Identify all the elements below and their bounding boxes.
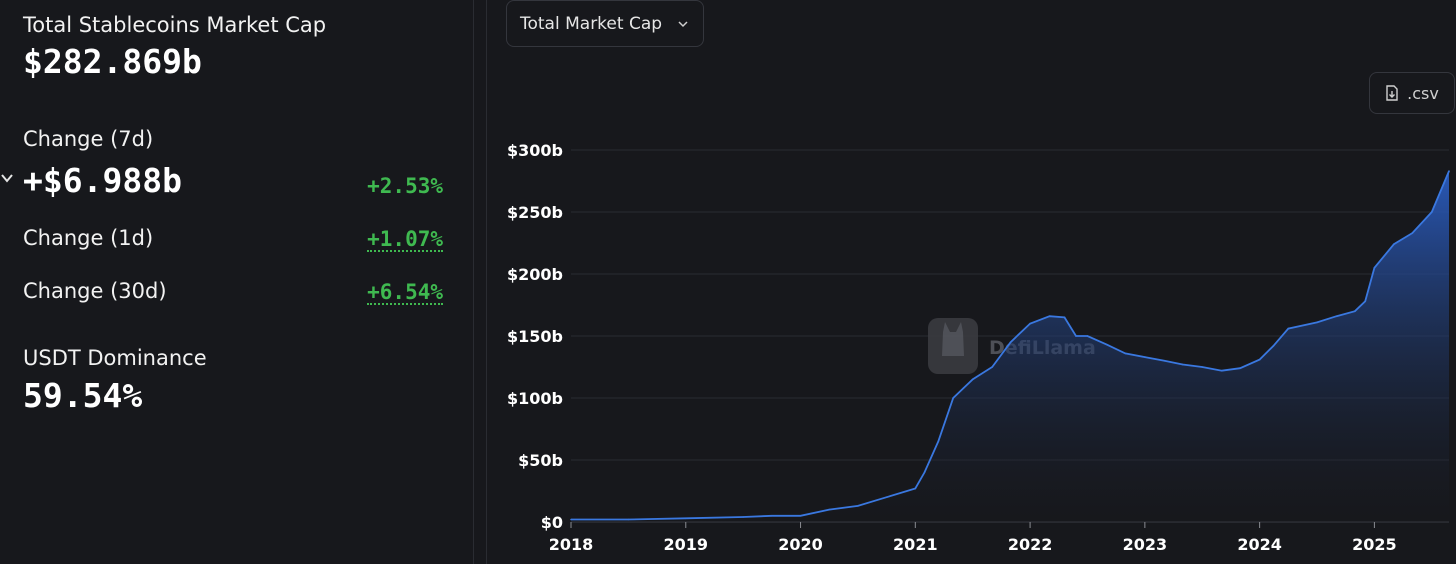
chart-type-dropdown-label: Total Market Cap — [520, 13, 663, 34]
series-point — [1316, 321, 1318, 324]
series-point — [1272, 345, 1275, 347]
change-30d-percent[interactable]: +6.54% — [367, 280, 443, 305]
y-tick-label: $0 — [541, 513, 563, 532]
stats-panel: Total Stablecoins Market Cap $282.869b C… — [0, 0, 474, 564]
series-point — [799, 515, 802, 517]
series-point — [1124, 352, 1127, 355]
series-point — [1335, 315, 1338, 318]
series-point — [627, 518, 630, 521]
llama-head-shape — [942, 322, 964, 356]
series-point — [1163, 360, 1166, 362]
series-point — [971, 378, 974, 381]
series-point — [685, 517, 687, 520]
change-1d-label: Change (1d) — [23, 226, 154, 250]
series-line — [571, 170, 1450, 521]
series-point — [885, 496, 888, 499]
y-tick-label: $250b — [507, 203, 563, 222]
series-point — [914, 487, 917, 490]
x-axis-ticks: 2018 2019 2020 2021 2022 2023 2024 2025 — [549, 522, 1397, 554]
x-tick-label: 2023 — [1123, 535, 1168, 554]
chart-panel: Total Market Cap .csv — [486, 0, 1456, 564]
y-tick-label: $200b — [507, 265, 563, 284]
y-tick-label: $150b — [507, 327, 563, 346]
series-point — [828, 508, 830, 511]
series-point — [1063, 316, 1066, 319]
series-point — [570, 518, 572, 521]
download-csv-label: .csv — [1407, 83, 1439, 103]
x-tick-label: 2021 — [893, 535, 938, 554]
usdt-dominance-value: 59.54% — [23, 376, 143, 415]
x-tick-label: 2018 — [549, 535, 594, 554]
y-tick-label: $100b — [507, 389, 563, 408]
y-tick-label: $50b — [518, 451, 563, 470]
chevron-down-icon — [678, 21, 688, 28]
series-point — [1201, 366, 1203, 368]
series-point — [1029, 322, 1031, 325]
series-point — [937, 440, 940, 443]
series-point — [1364, 300, 1366, 303]
market-cap-chart: DefiLlama $0$50b$100b$150b$200b$250b$300… — [507, 141, 1450, 554]
x-tick-label: 2020 — [778, 535, 823, 554]
series-point — [1048, 315, 1051, 318]
series-point — [1221, 369, 1223, 372]
change-7d-label: Change (7d) — [23, 127, 154, 151]
series-point — [857, 505, 859, 507]
series-point — [1239, 367, 1241, 370]
series-point — [1448, 170, 1450, 172]
x-tick-label: 2019 — [664, 535, 709, 554]
download-file-icon — [1386, 85, 1398, 101]
y-tick-label: $300b — [507, 141, 563, 160]
series-point — [991, 366, 993, 368]
series-point — [1258, 358, 1261, 361]
usdt-dominance-label: USDT Dominance — [23, 346, 207, 370]
total-market-cap-label: Total Stablecoins Market Cap — [23, 13, 327, 37]
series-point — [1086, 335, 1089, 337]
series-point — [1106, 343, 1108, 346]
series-point — [923, 471, 926, 474]
change-7d-percent: +2.53% — [367, 174, 443, 198]
chart-type-dropdown[interactable]: Total Market Cap — [506, 0, 704, 47]
x-tick-label: 2024 — [1237, 535, 1282, 554]
series-point — [1431, 211, 1433, 213]
x-tick-label: 2025 — [1352, 535, 1397, 554]
total-market-cap-value: $282.869b — [23, 42, 202, 81]
series-point — [952, 397, 954, 399]
area-series — [570, 170, 1450, 522]
series-point — [962, 387, 965, 389]
x-tick-label: 2022 — [1008, 535, 1053, 554]
series-point — [1144, 356, 1146, 358]
change-30d-label: Change (30d) — [23, 279, 167, 303]
chevron-down-icon[interactable] — [0, 171, 14, 185]
series-point — [1411, 232, 1414, 234]
series-point — [1393, 243, 1395, 245]
series-point — [1287, 327, 1290, 330]
series-point — [1181, 363, 1184, 366]
download-csv-button[interactable]: .csv — [1369, 72, 1455, 114]
series-point — [1354, 310, 1356, 313]
series-point — [1373, 267, 1376, 269]
change-7d-value: +$6.988b — [23, 161, 182, 200]
change-1d-percent[interactable]: +1.07% — [367, 227, 443, 252]
series-point — [1009, 341, 1012, 344]
series-point — [742, 516, 744, 518]
series-area-fill — [571, 171, 1449, 522]
series-point — [771, 515, 773, 517]
y-axis-ticks: $0 $50b $100b $150b $200b $250b $300b — [507, 141, 563, 532]
series-point — [1075, 335, 1077, 337]
